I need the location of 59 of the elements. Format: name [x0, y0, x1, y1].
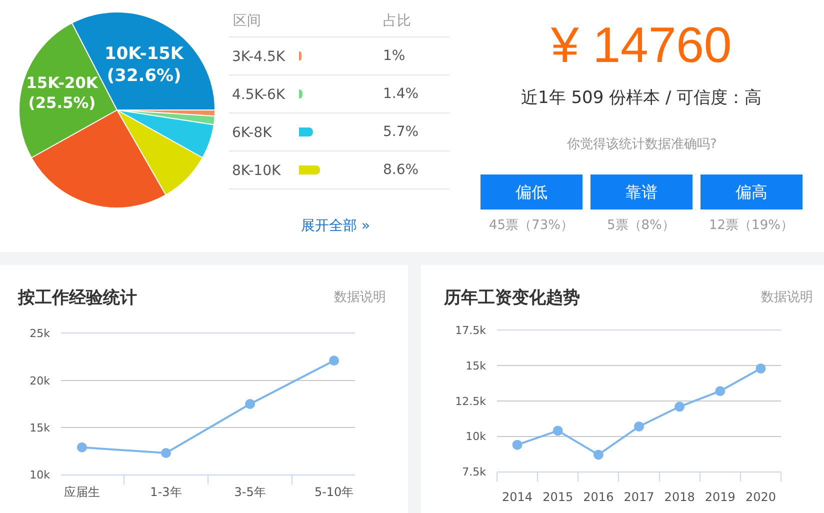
legend-label: 6K-8K: [232, 124, 273, 141]
data-label: 5.7%: [383, 124, 419, 140]
y-tick-label: 7.5k: [462, 466, 487, 479]
point: [329, 356, 340, 366]
y-tick-label: 10k: [30, 468, 51, 482]
text: 数据说明: [334, 290, 386, 305]
data-label: (25.5%): [28, 94, 96, 112]
text: 靠谱: [626, 182, 658, 202]
point: [715, 386, 726, 396]
text: 5票（8%）: [607, 218, 675, 233]
x-tick-label: 2014: [502, 490, 533, 504]
data-label: 1.4%: [383, 86, 419, 102]
chart-title: 历年工资变化趋势: [443, 288, 580, 308]
text: 近1年 509 份样本 / 可信度：高: [521, 88, 762, 108]
x-tick-label: 2020: [745, 490, 776, 504]
y-tick-label: 15k: [30, 421, 51, 434]
text: 偏高: [736, 182, 768, 202]
slice-label: 15K-20K: [26, 74, 99, 92]
text: 展开全部 »: [301, 218, 370, 234]
text: 偏低: [516, 182, 548, 202]
y-tick-label: 20k: [30, 374, 51, 388]
legend-label: 3K-4.5K: [232, 48, 286, 65]
text: 45票（73%）: [489, 218, 574, 233]
text: 12票（19%）: [709, 218, 794, 233]
text: 占比: [383, 13, 411, 29]
point: [160, 448, 171, 458]
x-tick-label: 1-3年: [150, 485, 182, 500]
data-label: 1%: [383, 48, 406, 64]
point: [593, 450, 604, 460]
x-tick-label: 5-10年: [314, 485, 354, 500]
data-label: (32.6%): [106, 64, 182, 85]
point: [552, 426, 563, 436]
data-label: 8.6%: [383, 162, 419, 178]
legend-label: 4.5K-6K: [232, 86, 286, 103]
legend-label: 8K-10K: [232, 162, 282, 179]
point: [245, 399, 256, 409]
x-tick-label: 2019: [704, 490, 736, 504]
point: [756, 363, 766, 374]
x-tick-label: 2015: [542, 490, 574, 504]
point: [634, 421, 644, 432]
y-tick-label: 10k: [466, 430, 487, 444]
x-tick-label: 3-5年: [234, 485, 266, 500]
point: [512, 440, 522, 450]
slice-label: 10K-15K: [104, 42, 184, 63]
point: [76, 442, 87, 452]
point: [674, 402, 685, 412]
x-tick-label: 2016: [583, 490, 614, 504]
y-tick-label: 17.5k: [455, 324, 487, 338]
y-tick-label: 12.5k: [455, 394, 487, 408]
x-tick-label: 2018: [664, 490, 695, 504]
text: ¥ 14760: [550, 17, 732, 73]
chart-title: 按工作经验统计: [17, 288, 137, 308]
y-tick-label: 15k: [466, 360, 487, 372]
y-tick-label: 25k: [30, 327, 51, 340]
x-tick-label: 应届生: [64, 485, 100, 500]
text: 你觉得该统计数据准确吗?: [566, 136, 717, 152]
x-tick-label: 2017: [624, 490, 654, 504]
text: 数据说明: [761, 290, 813, 305]
legend-title: 区间: [233, 13, 261, 29]
